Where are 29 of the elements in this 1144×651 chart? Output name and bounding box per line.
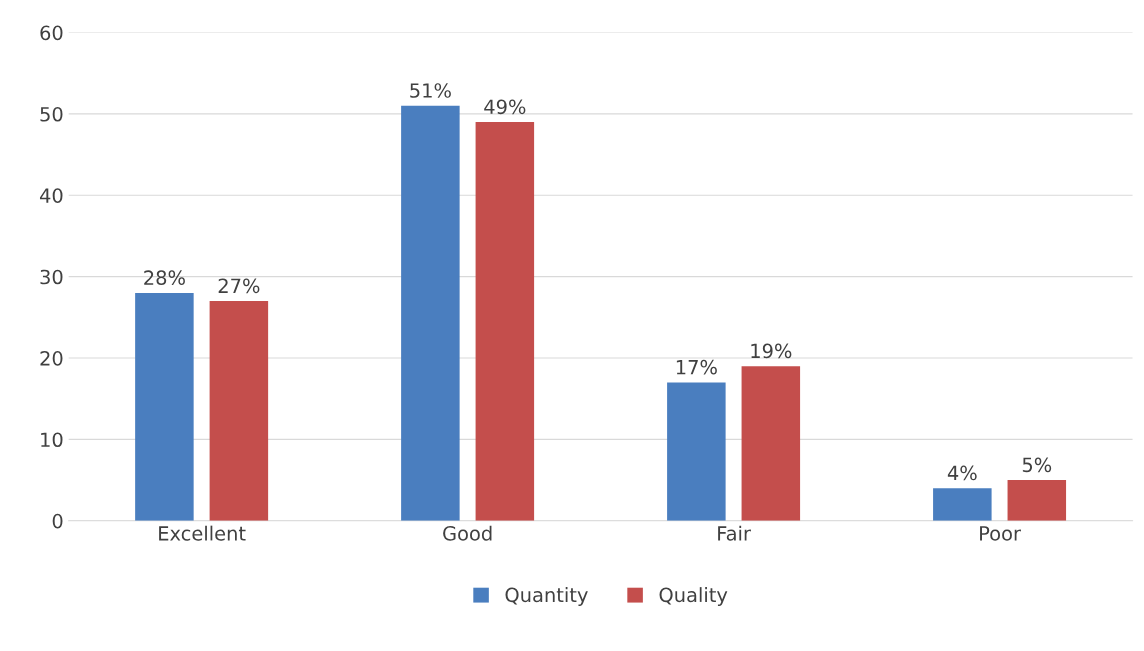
y-tick-label: 10 xyxy=(41,432,63,448)
data-label: 5% xyxy=(1022,457,1052,473)
y-tick-label: 30 xyxy=(40,269,63,285)
data-label: 4% xyxy=(947,465,977,481)
x-tick-label: Excellent xyxy=(159,525,246,541)
legend-label: Quantity xyxy=(505,587,588,606)
bar xyxy=(933,488,992,521)
data-label: 49% xyxy=(484,99,526,115)
y-tick-label: 0 xyxy=(52,513,63,529)
bar xyxy=(401,105,460,521)
x-tick-label: Good xyxy=(443,525,492,541)
y-tick-label: 20 xyxy=(40,351,63,366)
data-label: 27% xyxy=(218,278,260,294)
y-tick-label: 60 xyxy=(40,25,63,41)
y-tick-label: 50 xyxy=(40,106,63,122)
data-label: 19% xyxy=(751,343,792,359)
bar xyxy=(475,122,535,521)
data-label: 28% xyxy=(144,270,185,286)
y-tick-label: 40 xyxy=(39,188,63,203)
x-tick-label: Fair xyxy=(718,525,751,541)
data-label: 17% xyxy=(676,359,717,375)
x-tick-label: Poor xyxy=(980,526,1021,541)
bar xyxy=(1007,480,1067,521)
bar xyxy=(209,301,269,521)
data-label: 51% xyxy=(410,83,451,98)
bar xyxy=(667,382,726,521)
bar xyxy=(135,292,194,521)
bar xyxy=(741,366,801,521)
legend-label: Quality xyxy=(659,587,728,606)
